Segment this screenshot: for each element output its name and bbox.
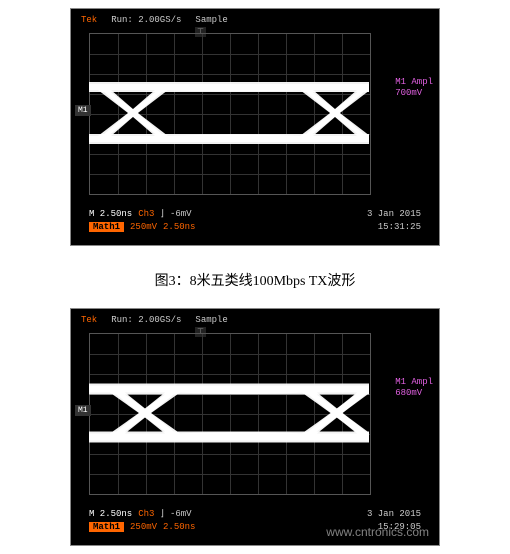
acq-mode: Sample [195,15,227,25]
figure-caption: 图3：8米五类线100Mbps TX波形 [0,246,510,308]
scope-header: Tek Run: 2.00GS/s Sample [75,313,435,327]
meas-value: 700mV [395,88,422,98]
tek-logo: Tek [81,15,97,25]
meas-value: 680mV [395,388,422,398]
measurement-readout: M1 Ampl 700mV [395,77,433,99]
math-label: Math1 [89,222,124,232]
oscilloscope-2: Tek Run: 2.00GS/s Sample ⊤ M [70,308,440,546]
math-scale: 250mV [130,222,157,232]
trigger-level: -6mV [170,509,192,519]
meas-label: M1 Ampl [395,377,433,387]
trigger-channel: Ch3 [138,209,154,219]
scope-display: ⊤ M1 M1 Ampl 700mV [75,27,435,207]
trigger-slope-icon: ⌋ [160,209,164,219]
scope-display: ⊤ M1 M1 Ampl 680mV [75,327,435,507]
scope-header: Tek Run: 2.00GS/s Sample [75,13,435,27]
channel-marker: M1 [75,105,91,116]
meas-label: M1 Ampl [395,77,433,87]
math-scale: 250mV [130,522,157,532]
page-container: Tek Run: 2.00GS/s Sample ⊤ M [0,0,510,554]
trigger-slope-icon: ⌋ [160,509,164,519]
channel-marker: M1 [75,405,91,416]
math-time: 2.50ns [163,522,195,532]
oscilloscope-1: Tek Run: 2.00GS/s Sample ⊤ M [70,8,440,246]
timestamp: 15:31:25 [378,222,421,232]
tek-logo: Tek [81,315,97,325]
math-label: Math1 [89,522,124,532]
timebase: M 2.50ns [89,209,132,219]
timestamp: 15:29:05 [378,522,421,532]
scope-footer: M 2.50ns Ch3 ⌋ -6mV 3 Jan 2015 Math1 250… [75,507,435,541]
run-rate: Run: 2.00GS/s [111,15,181,25]
date: 3 Jan 2015 [367,509,421,519]
scope-footer: M 2.50ns Ch3 ⌋ -6mV 3 Jan 2015 Math1 250… [75,207,435,241]
timebase: M 2.50ns [89,509,132,519]
measurement-readout: M1 Ampl 680mV [395,377,433,399]
eye-diagram-trace [89,333,369,493]
run-rate: Run: 2.00GS/s [111,315,181,325]
date: 3 Jan 2015 [367,209,421,219]
trigger-level: -6mV [170,209,192,219]
math-time: 2.50ns [163,222,195,232]
trigger-channel: Ch3 [138,509,154,519]
acq-mode: Sample [195,315,227,325]
eye-diagram-trace [89,33,369,193]
